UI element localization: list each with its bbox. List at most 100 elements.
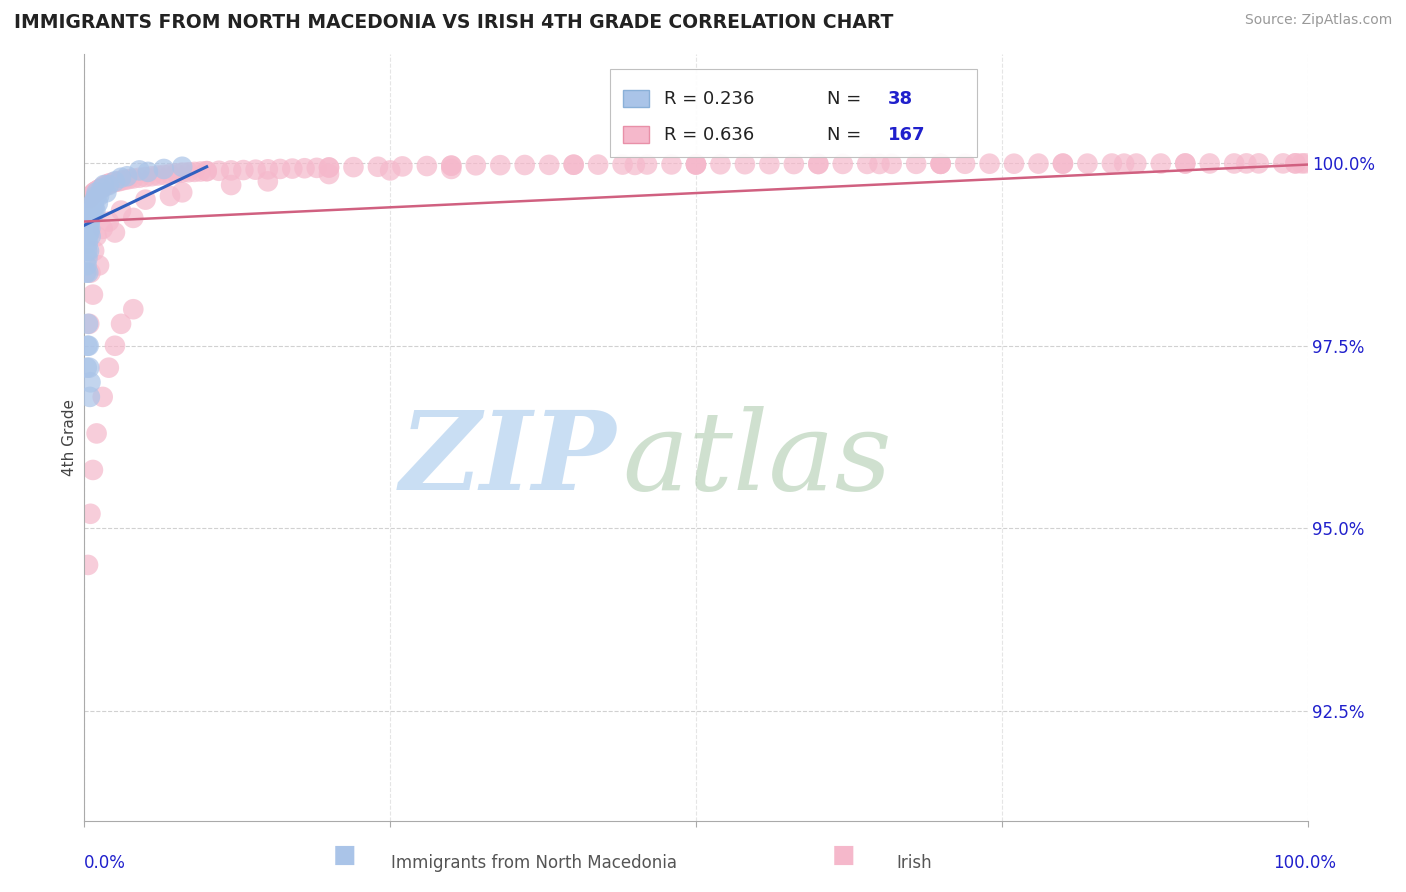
Point bbox=[807, 157, 830, 171]
Point bbox=[1052, 156, 1074, 170]
Point bbox=[75, 266, 97, 280]
Point bbox=[90, 182, 112, 196]
Point bbox=[232, 163, 254, 178]
Point bbox=[1272, 156, 1295, 170]
Point bbox=[79, 211, 101, 225]
Point bbox=[84, 189, 107, 203]
Point bbox=[159, 189, 181, 203]
Point bbox=[195, 164, 218, 178]
Point bbox=[208, 163, 231, 178]
Text: R = 0.236: R = 0.236 bbox=[664, 90, 755, 108]
Point bbox=[87, 183, 110, 197]
FancyBboxPatch shape bbox=[623, 90, 650, 107]
Point bbox=[128, 170, 150, 185]
Point bbox=[172, 186, 194, 200]
Point bbox=[636, 157, 658, 171]
Text: 0.0%: 0.0% bbox=[84, 855, 127, 872]
Point bbox=[294, 161, 316, 176]
Point bbox=[1002, 157, 1025, 171]
Point bbox=[83, 207, 105, 221]
Point bbox=[80, 203, 103, 218]
Point bbox=[758, 157, 780, 171]
Point bbox=[245, 162, 267, 177]
Point bbox=[82, 186, 104, 201]
Text: ■: ■ bbox=[832, 843, 855, 867]
Point bbox=[661, 157, 683, 171]
Point bbox=[165, 166, 187, 180]
Point bbox=[685, 157, 707, 171]
Point bbox=[183, 165, 205, 179]
Point bbox=[79, 390, 101, 404]
Point bbox=[562, 158, 585, 172]
Point bbox=[177, 165, 200, 179]
Text: atlas: atlas bbox=[623, 407, 893, 514]
Point bbox=[153, 168, 176, 182]
Point bbox=[79, 507, 101, 521]
Point bbox=[77, 360, 100, 375]
Point bbox=[79, 376, 101, 390]
Point bbox=[97, 360, 120, 375]
Point bbox=[79, 222, 101, 236]
Point bbox=[281, 161, 304, 176]
Text: Source: ZipAtlas.com: Source: ZipAtlas.com bbox=[1244, 13, 1392, 28]
Text: ZIP: ZIP bbox=[399, 407, 616, 514]
Point bbox=[190, 164, 212, 178]
Point bbox=[77, 266, 100, 280]
Point bbox=[79, 190, 101, 204]
Point bbox=[77, 218, 100, 232]
Point bbox=[89, 182, 111, 196]
Text: 167: 167 bbox=[889, 126, 925, 144]
Point bbox=[83, 244, 105, 258]
Point bbox=[77, 317, 100, 331]
Point bbox=[84, 203, 107, 218]
Point bbox=[1150, 156, 1173, 170]
Point bbox=[110, 170, 132, 185]
Text: 38: 38 bbox=[889, 90, 912, 108]
Point bbox=[87, 182, 110, 196]
Point bbox=[122, 211, 145, 225]
Point bbox=[685, 157, 707, 171]
Point bbox=[117, 172, 139, 186]
Point bbox=[342, 160, 364, 174]
Point bbox=[1294, 156, 1316, 170]
Point bbox=[440, 159, 463, 173]
Point bbox=[1125, 156, 1147, 170]
Point bbox=[440, 161, 463, 176]
Point bbox=[104, 175, 127, 189]
Point bbox=[257, 162, 280, 177]
Text: IMMIGRANTS FROM NORTH MACEDONIA VS IRISH 4TH GRADE CORRELATION CHART: IMMIGRANTS FROM NORTH MACEDONIA VS IRISH… bbox=[14, 13, 893, 32]
Point bbox=[107, 174, 129, 188]
Text: 100.0%: 100.0% bbox=[1272, 855, 1336, 872]
Point bbox=[96, 178, 118, 192]
Point bbox=[1236, 156, 1258, 170]
Y-axis label: 4th Grade: 4th Grade bbox=[62, 399, 77, 475]
Point bbox=[104, 174, 127, 188]
Point bbox=[91, 222, 114, 236]
Point bbox=[77, 193, 100, 207]
Point bbox=[562, 158, 585, 172]
Point bbox=[612, 157, 634, 171]
Point bbox=[77, 339, 100, 353]
Point bbox=[489, 158, 512, 172]
Point bbox=[380, 163, 402, 178]
Text: R = 0.636: R = 0.636 bbox=[664, 126, 755, 144]
Point bbox=[80, 188, 103, 202]
Point bbox=[269, 161, 291, 176]
Text: N =: N = bbox=[827, 126, 868, 144]
Point bbox=[440, 159, 463, 173]
Point bbox=[586, 158, 609, 172]
Point bbox=[77, 229, 100, 244]
Point bbox=[76, 244, 98, 258]
Point bbox=[115, 169, 138, 184]
Point bbox=[80, 207, 103, 221]
Text: ■: ■ bbox=[333, 843, 356, 867]
Point bbox=[367, 160, 389, 174]
Point bbox=[90, 181, 112, 195]
Point bbox=[77, 558, 100, 572]
Point bbox=[624, 158, 647, 172]
Point bbox=[97, 178, 120, 192]
Point bbox=[104, 226, 127, 240]
Point bbox=[86, 229, 108, 244]
Point bbox=[76, 236, 98, 251]
Text: Irish: Irish bbox=[896, 855, 932, 872]
